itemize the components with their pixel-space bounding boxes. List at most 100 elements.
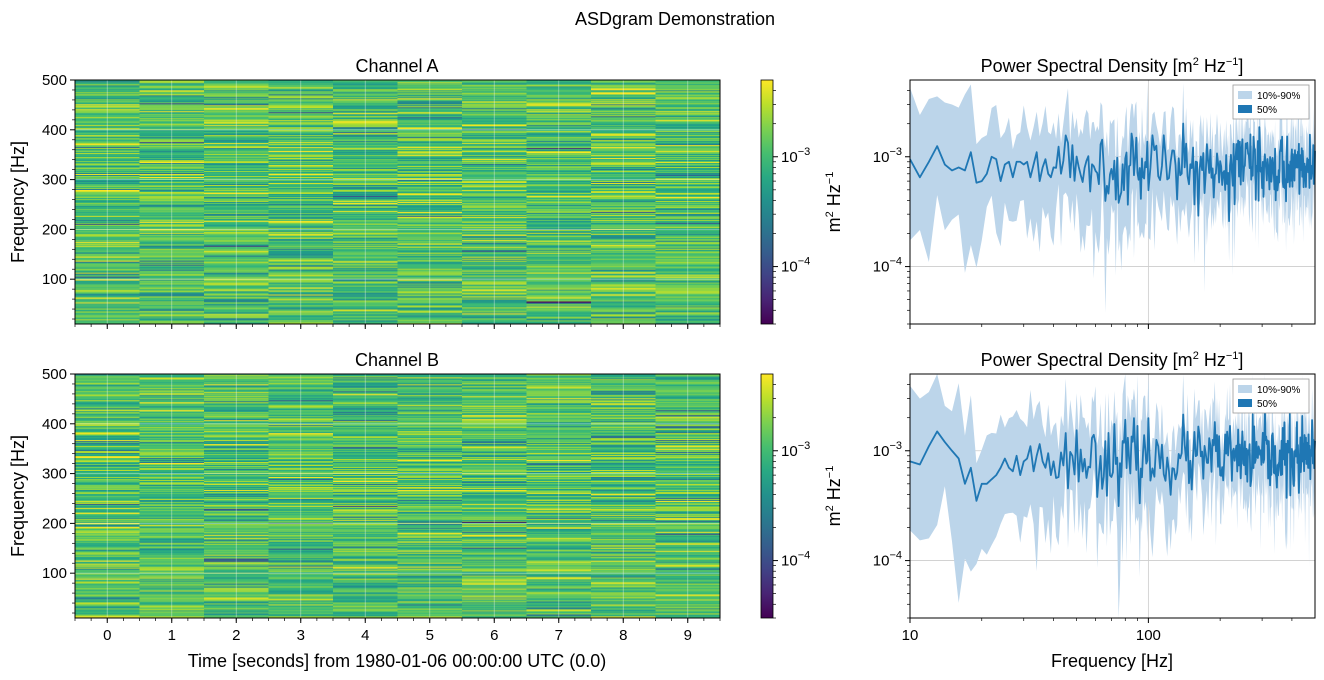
heatmap-cell	[397, 211, 463, 213]
heatmap-cell	[75, 179, 140, 181]
heatmap-cell	[204, 219, 269, 221]
heatmap-cell	[268, 266, 334, 268]
heatmap-cell	[526, 209, 592, 211]
heatmap-cell	[268, 84, 334, 87]
heatmap-cell	[75, 143, 140, 146]
heatmap-cell	[462, 268, 527, 270]
heatmap-cell	[526, 81, 592, 83]
heatmap-cell	[333, 297, 398, 299]
heatmap-cell	[462, 301, 527, 303]
heatmap-cell	[462, 157, 527, 160]
heatmap-cell	[268, 136, 334, 139]
heatmap-cell	[75, 258, 140, 260]
heatmap-cell	[333, 141, 398, 144]
heatmap-cell	[268, 99, 334, 102]
heatmap-cell	[397, 286, 463, 288]
heatmap-cell	[397, 163, 463, 166]
heatmap-cell	[591, 256, 656, 258]
heatmap-cell	[462, 317, 527, 319]
heatmap-cell	[333, 304, 398, 306]
heatmap-cell	[526, 307, 592, 309]
heatmap-cell	[526, 202, 592, 204]
heatmap-cell	[526, 296, 592, 298]
heatmap-cell	[139, 205, 205, 207]
heatmap-cell	[591, 322, 656, 324]
heatmap-cell	[268, 318, 334, 320]
heatmap-cell	[462, 184, 527, 186]
heatmap-cell	[333, 286, 398, 288]
heatmap-cell	[75, 250, 140, 252]
heatmap-cell	[526, 321, 592, 323]
heatmap-cell	[139, 269, 205, 271]
channel-a-title: Channel A	[355, 56, 438, 76]
heatmap-cell	[397, 228, 463, 230]
heatmap-cell	[139, 272, 205, 274]
heatmap-cell	[333, 271, 398, 273]
heatmap-cell	[204, 151, 269, 154]
heatmap-cell	[333, 116, 398, 119]
heatmap-cell	[526, 215, 592, 217]
heatmap-cell	[75, 134, 140, 137]
heatmap-cell	[333, 163, 398, 166]
heatmap-cell	[204, 126, 269, 129]
heatmap-cell	[526, 236, 592, 238]
heatmap-cell	[591, 309, 656, 311]
heatmap-cell	[139, 159, 205, 162]
heatmap-cell	[397, 274, 463, 276]
heatmap-cell	[526, 319, 592, 321]
heatmap-cell	[268, 201, 334, 203]
heatmap-cell	[462, 117, 527, 120]
heatmap-cell	[75, 254, 140, 256]
heatmap-cell	[139, 254, 205, 256]
heatmap-cell	[397, 185, 463, 187]
heatmap-cell	[333, 204, 398, 206]
heatmap-cell	[268, 283, 334, 285]
heatmap-cell	[462, 233, 527, 235]
heatmap-cell	[333, 179, 398, 181]
heatmap-cell	[139, 266, 205, 268]
heatmap-cell	[139, 81, 205, 84]
heatmap-cell	[462, 227, 527, 229]
heatmap-cell	[462, 113, 527, 116]
heatmap-cell	[333, 201, 398, 203]
heatmap-cell	[397, 82, 463, 85]
heatmap-cell	[333, 151, 398, 154]
heatmap-cell	[268, 199, 334, 201]
heatmap-cell	[139, 277, 205, 279]
heatmap-cell	[397, 168, 463, 171]
heatmap-cell	[75, 310, 140, 312]
heatmap-cell	[397, 295, 463, 297]
heatmap-cell	[139, 89, 205, 92]
heatmap-cell	[397, 111, 463, 114]
heatmap-cell	[204, 184, 269, 186]
heatmap-cell	[526, 254, 592, 256]
heatmap-cell	[268, 162, 334, 165]
heatmap-cell	[591, 234, 656, 236]
heatmap-cell	[333, 132, 398, 135]
heatmap-cell	[139, 295, 205, 297]
heatmap-cell	[333, 210, 398, 212]
heatmap-cell	[204, 93, 269, 96]
heatmap-cell	[268, 282, 334, 284]
heatmap-cell	[397, 179, 463, 181]
heatmap-cell	[397, 117, 463, 120]
heatmap-cell	[268, 163, 334, 166]
heatmap-cell	[397, 210, 463, 212]
colorbar-tick-label: 10−4	[781, 256, 810, 276]
heatmap-cell	[397, 189, 463, 191]
heatmap-cell	[139, 98, 205, 101]
heatmap-cell	[268, 83, 334, 86]
heatmap-cell	[397, 276, 463, 278]
heatmap-cell	[462, 283, 527, 285]
heatmap-cell	[204, 187, 269, 189]
heatmap-cell	[204, 240, 269, 242]
heatmap-cell	[462, 211, 527, 213]
heatmap-cell	[333, 231, 398, 233]
heatmap-cell	[139, 88, 205, 91]
heatmap-cell	[139, 283, 205, 285]
heatmap-cell	[204, 220, 269, 222]
heatmap-cell	[526, 84, 592, 87]
heatmap-cell	[75, 97, 140, 100]
heatmap-cell	[591, 321, 656, 323]
heatmap-cell	[204, 124, 269, 127]
